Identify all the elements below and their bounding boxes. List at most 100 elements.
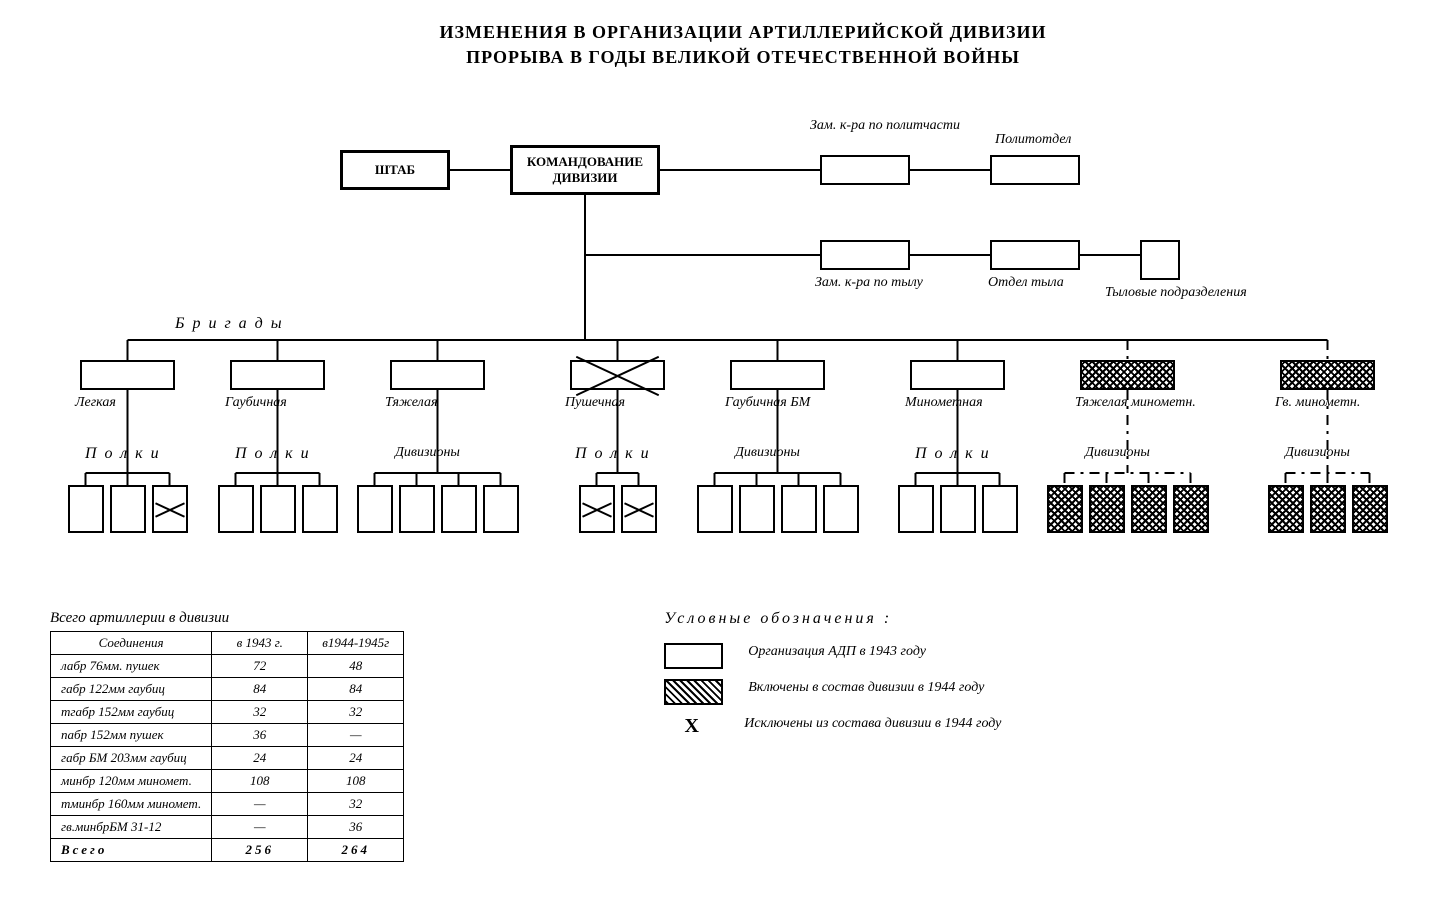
table-total-cell: 264 [308,839,404,862]
table-total-cell: 256 [212,839,308,862]
table-cell: 108 [212,770,308,793]
table-cell: габр БМ 203мм гаубиц [51,747,212,770]
table-cell: — [212,816,308,839]
artillery-table: Всего артиллерии в дивизии Соединенияв 1… [50,610,404,862]
table-cell: 24 [308,747,404,770]
node-brigade-pushech [570,360,665,390]
node-brigade-legkaya [80,360,175,390]
legend-text: Исключены из состава дивизии в 1944 году [744,715,1001,733]
node-unit-minomet-1 [940,485,976,533]
label-sub-legkaya: Полки [85,445,167,463]
node-unit-gaubbm-2 [781,485,817,533]
node-brigade-minomet [910,360,1005,390]
node-unit-gaubbm-0 [697,485,733,533]
label-otdeltyl: Отдел тыла [988,275,1064,291]
node-zamtyl [820,240,910,270]
node-unit-gvmin-1 [1310,485,1346,533]
legend-symbol [664,643,723,669]
table-cell: 36 [212,724,308,747]
table-cell: 84 [212,678,308,701]
table-cell: 36 [308,816,404,839]
node-unit-tyazhmin-2 [1131,485,1167,533]
node-brigade-gaubbm [730,360,825,390]
table-cell: 32 [212,701,308,724]
table-cell: 48 [308,655,404,678]
node-command: КОМАНДОВАНИЕ ДИВИЗИИ [510,145,660,195]
label-sub-minomet: Полки [915,445,997,463]
label-sub-gaubich: Полки [235,445,317,463]
label-brigade-gaubbm: Гаубичная БМ [725,395,810,411]
table-cell: 32 [308,701,404,724]
label-brigade-minomet: Минометная [905,395,983,411]
diagram-title: ИЗМЕНЕНИЯ В ОРГАНИЗАЦИИ АРТИЛЛЕРИЙСКОЙ Д… [20,20,1446,70]
org-chart: ШТАБ КОМАНДОВАНИЕ ДИВИЗИИ Зам. к-ра по пол… [20,90,1420,590]
label-brigade-gvmin: Гв. минометн. [1275,395,1360,411]
node-unit-minomet-0 [898,485,934,533]
node-brigade-tyazhmin [1080,360,1175,390]
legend-symbol: Х [664,715,719,738]
label-brigade-legkaya: Легкая [75,395,116,411]
table-header: в1944-1945г [308,632,404,655]
node-unit-gvmin-0 [1268,485,1304,533]
node-brigade-gaubich [230,360,325,390]
label-brigade-tyazh: Тяжелая [385,395,437,411]
node-unit-tyazh-0 [357,485,393,533]
node-unit-gaubich-1 [260,485,296,533]
label-tylpod: Тыловые подразделения [1105,285,1247,301]
node-shtab: ШТАБ [340,150,450,190]
table-cell: 108 [308,770,404,793]
table-cell: 24 [212,747,308,770]
node-unit-tyazhmin-0 [1047,485,1083,533]
node-otdeltyl [990,240,1080,270]
legend-text: Включены в состав дивизии в 1944 году [748,679,984,697]
table-cell: пабр 152мм пушек [51,724,212,747]
table-cell: — [308,724,404,747]
table-title: Всего артиллерии в дивизии [50,610,404,627]
node-unit-legkaya-0 [68,485,104,533]
node-unit-pushech-1 [621,485,657,533]
legend: Условные обозначения : Организация АДП в… [664,610,1001,748]
label-sub-gaubbm: Дивизионы [735,445,800,461]
table-header: в 1943 г. [212,632,308,655]
node-politotdel [990,155,1080,185]
node-unit-tyazhmin-1 [1089,485,1125,533]
table-cell: 32 [308,793,404,816]
legend-row: Включены в состав дивизии в 1944 году [664,679,1001,705]
label-brigade-tyazhmin: Тяжелая минометн. [1075,395,1196,411]
legend-title: Условные обозначения : [664,610,1001,628]
table-cell: 84 [308,678,404,701]
node-brigade-gvmin [1280,360,1375,390]
node-unit-tyazh-3 [483,485,519,533]
table-cell: гв.минбрБМ 31-12 [51,816,212,839]
table-cell: минбр 120мм миномет. [51,770,212,793]
legend-text: Организация АДП в 1943 году [748,643,926,661]
table-cell: тминбр 160мм миномет. [51,793,212,816]
node-unit-gaubich-2 [302,485,338,533]
node-unit-pushech-0 [579,485,615,533]
table-cell: тгабр 152мм гаубиц [51,701,212,724]
node-unit-gvmin-2 [1352,485,1388,533]
table-cell: габр 122мм гаубиц [51,678,212,701]
node-zampolit [820,155,910,185]
label-brigades: Бригады [175,315,290,333]
label-sub-tyazhmin: Дивизионы [1085,445,1150,461]
node-unit-gaubbm-1 [739,485,775,533]
legend-row: Организация АДП в 1943 году [664,643,1001,669]
node-unit-tyazhmin-3 [1173,485,1209,533]
table-total-cell: Всего [51,839,212,862]
table-cell: — [212,793,308,816]
node-unit-minomet-2 [982,485,1018,533]
node-unit-gaubbm-3 [823,485,859,533]
label-sub-gvmin: Дивизионы [1285,445,1350,461]
node-unit-tyazh-2 [441,485,477,533]
label-sub-tyazh: Дивизионы [395,445,460,461]
node-brigade-tyazh [390,360,485,390]
label-politotdel: Политотдел [995,132,1071,148]
table-cell: лабр 76мм. пушек [51,655,212,678]
label-brigade-gaubich: Гаубичная [225,395,287,411]
legend-row: Х Исключены из состава дивизии в 1944 год… [664,715,1001,738]
legend-symbol [664,679,723,705]
label-zampolit: Зам. к-ра по политчасти [810,118,960,134]
table-cell: 72 [212,655,308,678]
label-brigade-pushech: Пушечная [565,395,625,411]
